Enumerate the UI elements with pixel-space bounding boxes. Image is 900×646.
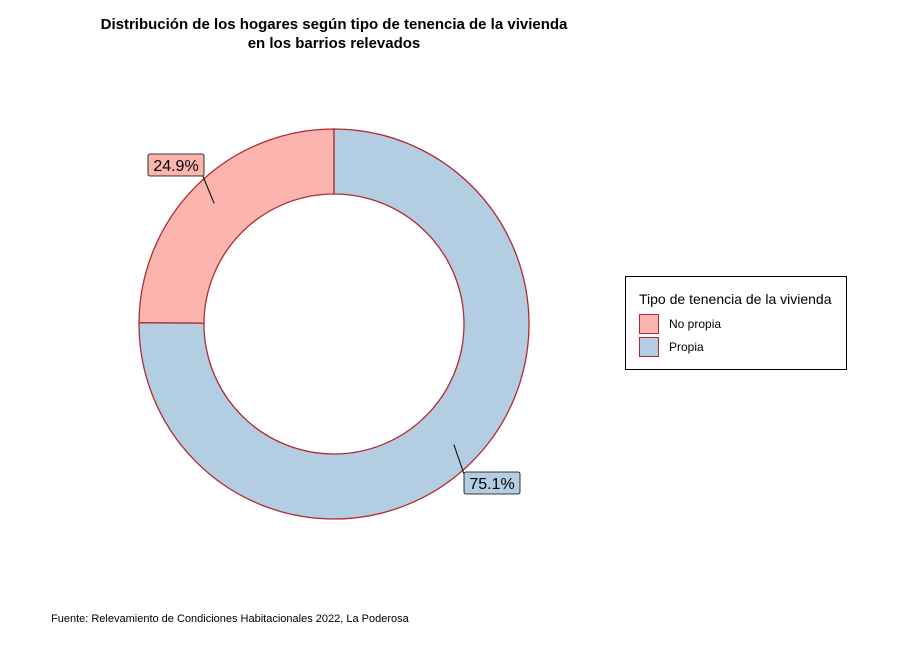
legend-item-propia: Propia [639,336,704,358]
chart-title-line-2: en los barrios relevados [247,35,421,52]
legend-key-no-propia [639,314,659,334]
data-label-box [463,471,521,495]
legend-item-no-propia: No propia [639,313,721,335]
chart-title-line-1: Distribución de los hogares según tipo d… [100,16,568,33]
label-leader-line [201,173,215,204]
data-label-box [147,153,205,177]
legend-label-no-propia: No propia [669,317,722,331]
data-label: 75.1% [469,476,514,493]
data-label: 24.9% [153,158,198,175]
donut-slice-no-propia [138,128,335,324]
legend-title: Tipo de tenencia de la vivienda [639,291,832,307]
legend-key-propia [639,337,659,357]
donut-slice-propia [138,128,530,520]
source-caption: Fuente: Relevamiento de Condiciones Habi… [51,613,409,625]
label-leader-line [453,444,465,475]
chart-title: Distribución de los hogares según tipo d… [0,15,668,53]
legend-label-propia: Propia [669,340,704,354]
legend: Tipo de tenencia de la vivienda No propi… [625,276,847,370]
